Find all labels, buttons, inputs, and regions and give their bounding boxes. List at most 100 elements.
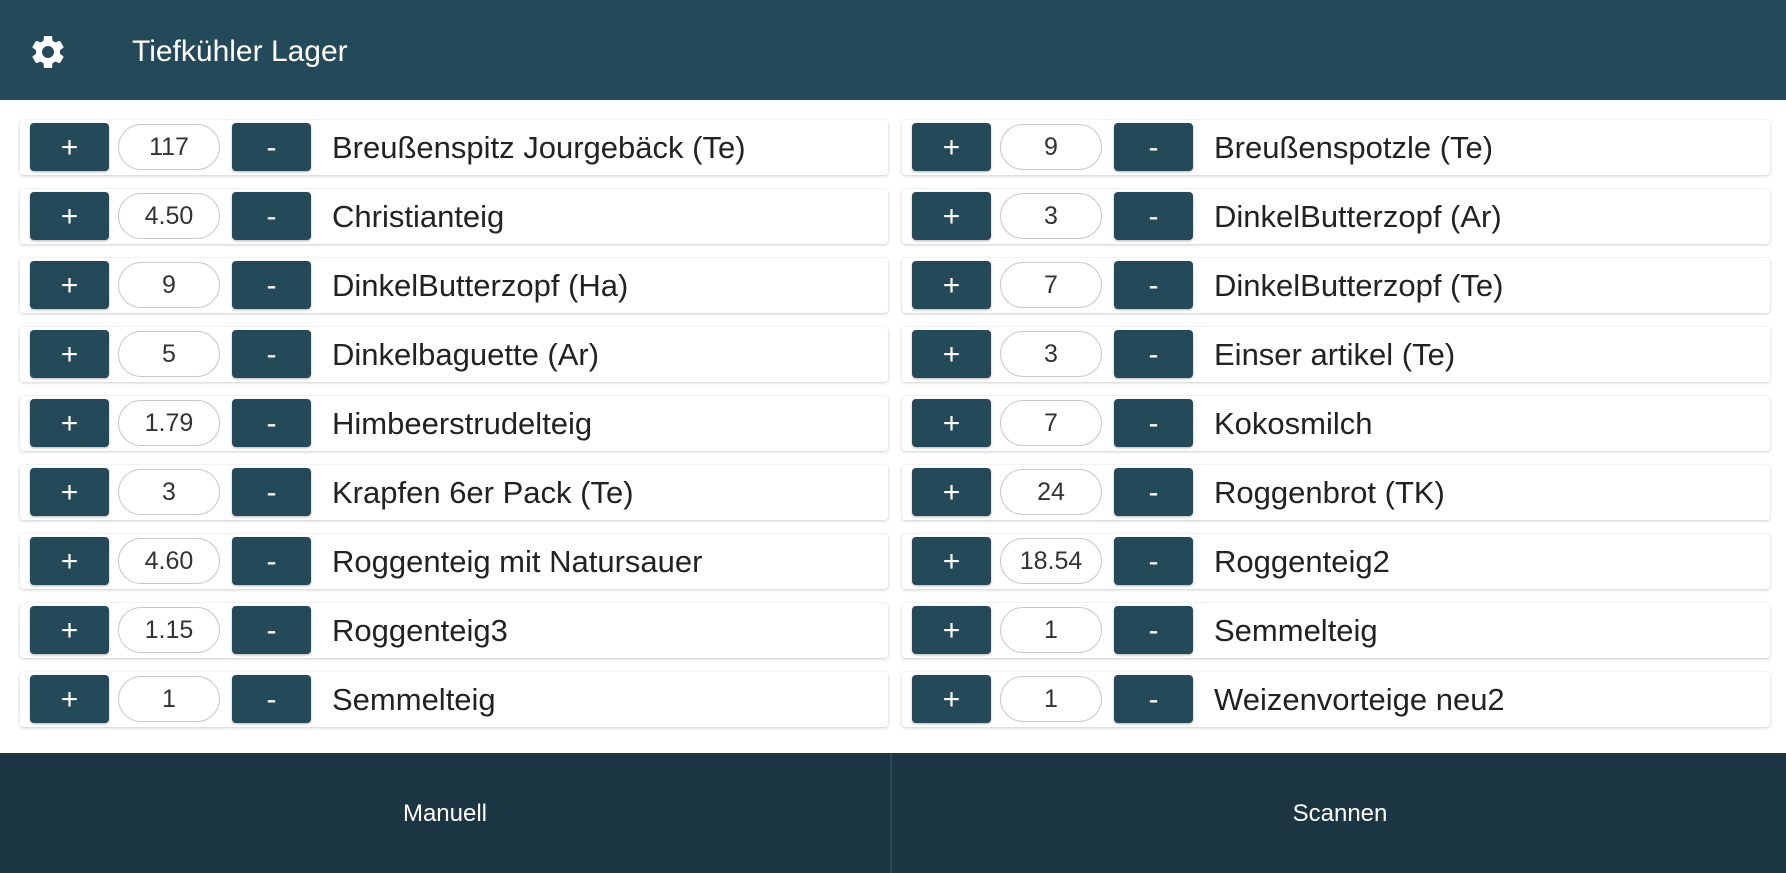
- increment-button[interactable]: +: [30, 537, 109, 585]
- item-name: Dinkelbaguette (Ar): [332, 337, 600, 372]
- decrement-button[interactable]: -: [1114, 192, 1193, 240]
- inventory-row: +1- Semmelteig: [20, 672, 888, 727]
- item-name: Roggenteig mit Natursauer: [332, 544, 703, 579]
- inventory-column-right: +9- Breußenspotzle (Te) +3- DinkelButterzop…: [902, 120, 1770, 741]
- inventory-row: +1- Semmelteig: [902, 603, 1770, 658]
- item-name: DinkelButterzopf (Ha): [332, 268, 629, 303]
- decrement-button[interactable]: -: [232, 123, 311, 171]
- inventory-row: +7- Kokosmilch: [902, 396, 1770, 451]
- inventory-row: +9- Breußenspotzle (Te): [902, 120, 1770, 175]
- item-name: DinkelButterzopf (Te): [1214, 268, 1504, 303]
- decrement-button[interactable]: -: [1114, 123, 1193, 171]
- item-name: Breußenspotzle (Te): [1214, 130, 1494, 165]
- inventory-row: +24- Roggenbrot (TK): [902, 465, 1770, 520]
- item-name: Einser artikel (Te): [1214, 337, 1456, 372]
- decrement-button[interactable]: -: [232, 261, 311, 309]
- decrement-button[interactable]: -: [1114, 537, 1193, 585]
- inventory-list: +117- Breußenspitz Jourgebäck (Te) +4.50- C…: [0, 100, 1786, 753]
- increment-button[interactable]: +: [912, 192, 991, 240]
- inventory-row: +9- DinkelButterzopf (Ha): [20, 258, 888, 313]
- quantity-field[interactable]: 9: [118, 262, 220, 308]
- increment-button[interactable]: +: [912, 123, 991, 171]
- quantity-field[interactable]: 3: [1000, 331, 1102, 377]
- decrement-button[interactable]: -: [1114, 675, 1193, 723]
- scan-button[interactable]: Scannen: [894, 753, 1786, 873]
- inventory-row: +1.15- Roggenteig3: [20, 603, 888, 658]
- quantity-field[interactable]: 3: [1000, 193, 1102, 239]
- quantity-field[interactable]: 1.79: [118, 400, 220, 446]
- item-name: Roggenteig3: [332, 613, 508, 648]
- quantity-field[interactable]: 9: [1000, 124, 1102, 170]
- inventory-row: +3- DinkelButterzopf (Ar): [902, 189, 1770, 244]
- decrement-button[interactable]: -: [232, 399, 311, 447]
- inventory-row: +7- DinkelButterzopf (Te): [902, 258, 1770, 313]
- gear-icon[interactable]: [28, 32, 68, 72]
- quantity-field[interactable]: 4.50: [118, 193, 220, 239]
- inventory-row: +4.50- Christianteig: [20, 189, 888, 244]
- quantity-field[interactable]: 1: [118, 676, 220, 722]
- decrement-button[interactable]: -: [232, 330, 311, 378]
- decrement-button[interactable]: -: [1114, 468, 1193, 516]
- quantity-field[interactable]: 3: [118, 469, 220, 515]
- increment-button[interactable]: +: [30, 399, 109, 447]
- increment-button[interactable]: +: [912, 330, 991, 378]
- item-name: Semmelteig: [332, 682, 496, 717]
- inventory-row: +1.79- Himbeerstrudelteig: [20, 396, 888, 451]
- item-name: Christianteig: [332, 199, 505, 234]
- inventory-row: +1- Weizenvorteige neu2: [902, 672, 1770, 727]
- quantity-field[interactable]: 18.54: [1000, 538, 1102, 584]
- quantity-field[interactable]: 1: [1000, 676, 1102, 722]
- inventory-row: +4.60- Roggenteig mit Natursauer: [20, 534, 888, 589]
- decrement-button[interactable]: -: [232, 537, 311, 585]
- increment-button[interactable]: +: [912, 675, 991, 723]
- increment-button[interactable]: +: [30, 192, 109, 240]
- item-name: Weizenvorteige neu2: [1214, 682, 1505, 717]
- inventory-row: +3- Krapfen 6er Pack (Te): [20, 465, 888, 520]
- quantity-field[interactable]: 24: [1000, 469, 1102, 515]
- item-name: Kokosmilch: [1214, 406, 1373, 441]
- item-name: DinkelButterzopf (Ar): [1214, 199, 1502, 234]
- quantity-field[interactable]: 1.15: [118, 607, 220, 653]
- quantity-field[interactable]: 7: [1000, 262, 1102, 308]
- increment-button[interactable]: +: [912, 468, 991, 516]
- quantity-field[interactable]: 5: [118, 331, 220, 377]
- item-name: Himbeerstrudelteig: [332, 406, 593, 441]
- increment-button[interactable]: +: [30, 330, 109, 378]
- inventory-row: +5- Dinkelbaguette (Ar): [20, 327, 888, 382]
- decrement-button[interactable]: -: [232, 675, 311, 723]
- decrement-button[interactable]: -: [1114, 330, 1193, 378]
- bottom-bar: Manuell Scannen: [0, 753, 1786, 873]
- app-header: Tiefkühler Lager: [0, 0, 1786, 100]
- inventory-row: +117- Breußenspitz Jourgebäck (Te): [20, 120, 888, 175]
- increment-button[interactable]: +: [30, 606, 109, 654]
- increment-button[interactable]: +: [30, 123, 109, 171]
- quantity-field[interactable]: 4.60: [118, 538, 220, 584]
- decrement-button[interactable]: -: [232, 468, 311, 516]
- page-title: Tiefkühler Lager: [132, 35, 348, 68]
- quantity-field[interactable]: 7: [1000, 400, 1102, 446]
- quantity-field[interactable]: 1: [1000, 607, 1102, 653]
- quantity-field[interactable]: 117: [118, 124, 220, 170]
- item-name: Krapfen 6er Pack (Te): [332, 475, 634, 510]
- decrement-button[interactable]: -: [1114, 261, 1193, 309]
- increment-button[interactable]: +: [30, 468, 109, 516]
- decrement-button[interactable]: -: [232, 192, 311, 240]
- increment-button[interactable]: +: [912, 537, 991, 585]
- item-name: Breußenspitz Jourgebäck (Te): [332, 130, 746, 165]
- increment-button[interactable]: +: [912, 606, 991, 654]
- item-name: Roggenbrot (TK): [1214, 475, 1445, 510]
- inventory-row: +3- Einser artikel (Te): [902, 327, 1770, 382]
- decrement-button[interactable]: -: [232, 606, 311, 654]
- manual-button[interactable]: Manuell: [0, 753, 892, 873]
- inventory-row: +18.54- Roggenteig2: [902, 534, 1770, 589]
- increment-button[interactable]: +: [912, 261, 991, 309]
- item-name: Semmelteig: [1214, 613, 1378, 648]
- decrement-button[interactable]: -: [1114, 399, 1193, 447]
- increment-button[interactable]: +: [30, 261, 109, 309]
- increment-button[interactable]: +: [912, 399, 991, 447]
- decrement-button[interactable]: -: [1114, 606, 1193, 654]
- inventory-column-left: +117- Breußenspitz Jourgebäck (Te) +4.50- C…: [20, 120, 888, 741]
- item-name: Roggenteig2: [1214, 544, 1390, 579]
- increment-button[interactable]: +: [30, 675, 109, 723]
